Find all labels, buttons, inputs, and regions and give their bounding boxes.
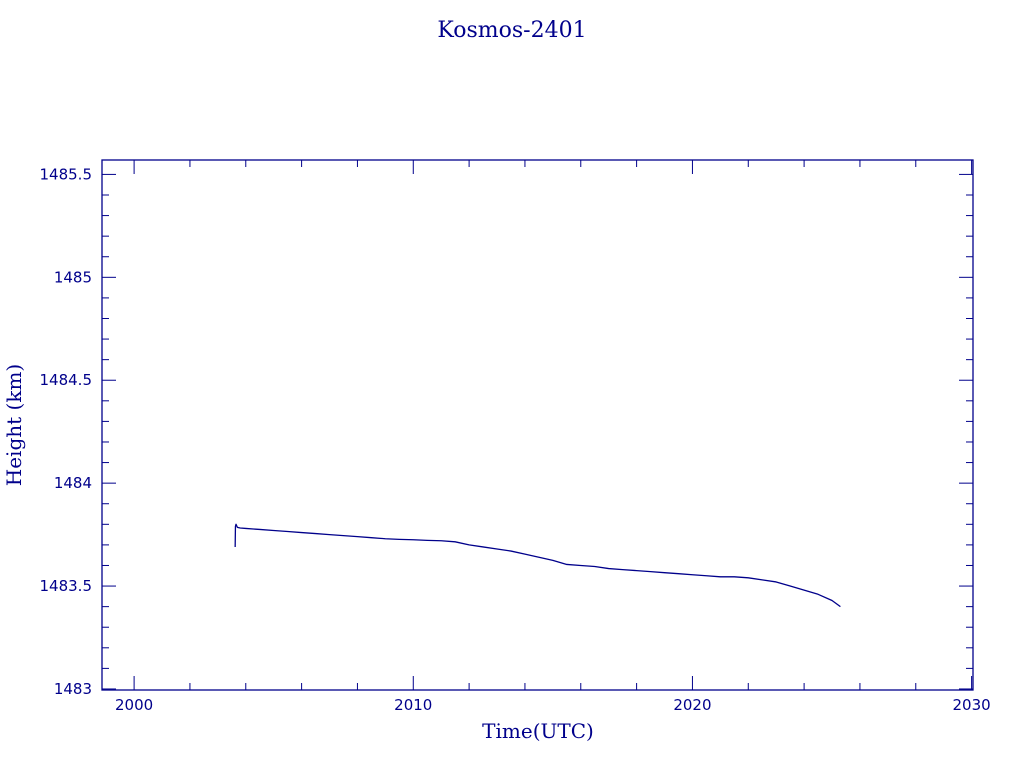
y-tick-label: 1484.5 — [40, 371, 93, 389]
x-tick-label: 2010 — [394, 696, 432, 714]
y-axis-ticks: 1483 1483.5 1484 1484.5 1485 1485.5 — [40, 165, 973, 698]
y-axis-title: Height (km) — [2, 364, 26, 486]
plot-frame — [101, 159, 974, 691]
series-line-0 — [234, 523, 841, 608]
x-tick-label: 2020 — [673, 696, 711, 714]
y-tick-label: 1485.5 — [40, 165, 93, 183]
y-tick-label: 1484 — [54, 474, 92, 492]
x-tick-label: 2030 — [953, 696, 991, 714]
x-axis-title: Time(UTC) — [482, 719, 594, 743]
y-tick-label: 1483.5 — [40, 577, 93, 595]
series-group — [234, 523, 841, 608]
x-tick-label: 2000 — [115, 696, 153, 714]
y-tick-label: 1483 — [54, 680, 92, 698]
chart-title: Kosmos-2401 — [437, 18, 586, 43]
x-axis-ticks: 2000 2010 2020 2030 — [115, 160, 991, 714]
y-tick-label: 1485 — [54, 268, 92, 286]
